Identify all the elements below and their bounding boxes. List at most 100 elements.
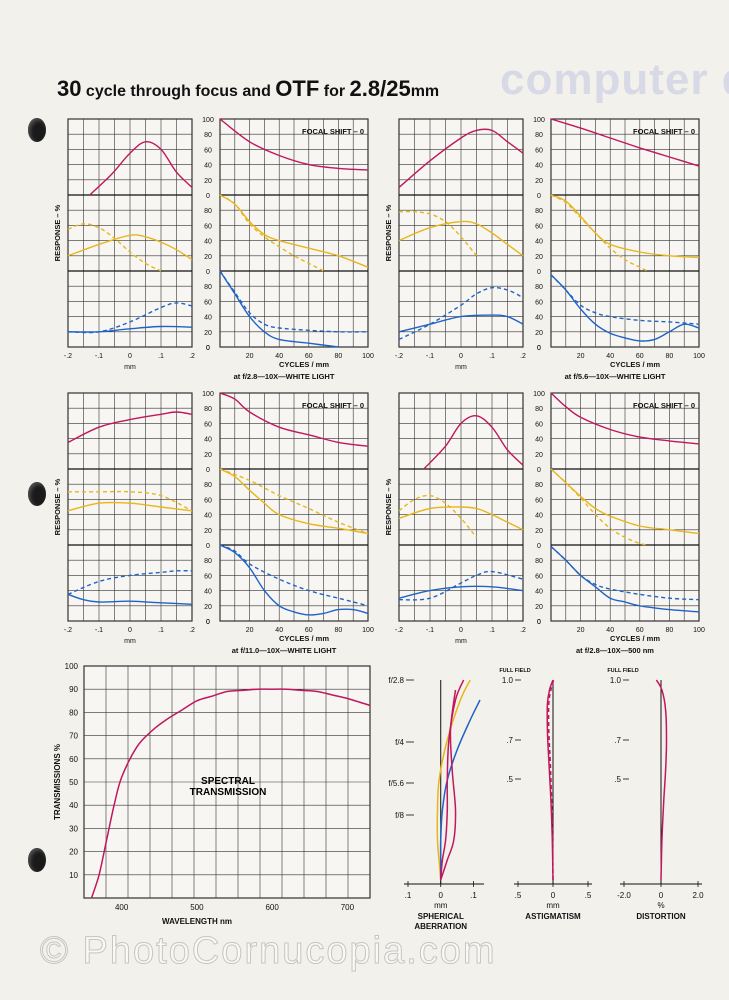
- otf3-freq-yellow-line: [219, 468, 369, 535]
- title-mm: mm: [410, 83, 440, 100]
- otf2-focus-blue-line: [398, 314, 524, 333]
- otf1-resp-tick-zero: 0: [206, 345, 210, 352]
- astigmatism-y-tick: .5: [506, 775, 513, 784]
- astigmatism-dashed-line: [547, 679, 555, 881]
- otf4-freq-tick: 60: [636, 627, 644, 634]
- otf4-caption: at f/2.8—10X—500 nm: [576, 646, 654, 655]
- spherical-x-tick: 0: [439, 891, 444, 900]
- otf3-resp-tick: 40: [204, 589, 212, 596]
- otf1-resp-tick: 40: [204, 315, 212, 322]
- otf1-freq-blue-line: [219, 270, 339, 348]
- otf4-resp-tick: 80: [535, 482, 543, 489]
- otf1-resp-tick: 40: [204, 239, 212, 246]
- otf3-focus-tick: 0: [128, 627, 132, 634]
- otf1-focus-tick: -.2: [64, 353, 72, 360]
- title-for: for: [319, 83, 350, 100]
- otf1-cycles-label: CYCLES / mm: [279, 360, 329, 369]
- otf1-resp-tick: 20: [204, 254, 212, 261]
- otf2-resp-tick: 60: [535, 223, 543, 230]
- astigmatism-y-tick: 1.0: [502, 676, 514, 685]
- otf4-resp-tick: 0: [537, 467, 541, 474]
- otf2-resp-tick: 60: [535, 147, 543, 154]
- otf2-resp-tick: 80: [535, 132, 543, 139]
- otf1-focus-tick: -.1: [95, 353, 103, 360]
- otf4-mm-label: mm: [455, 638, 467, 645]
- otf4-focus-tick: -.1: [426, 627, 434, 634]
- otf3-focus-grid: [67, 392, 193, 622]
- spherical-magenta-1-line: [439, 679, 465, 881]
- page-title: 30 cycle through focus and OTF for 2.8/2…: [57, 76, 439, 102]
- otf1-freq-tick: 100: [362, 353, 374, 360]
- otf3-focus-tick: -.1: [95, 627, 103, 634]
- otf4-focus-yellow-dashed-line: [398, 494, 478, 538]
- spectral-title: SPECTRAL TRANSMISSION: [190, 776, 267, 798]
- otf4-resp-tick: 60: [535, 421, 543, 428]
- spectral-y-tick: 100: [65, 662, 79, 671]
- otf1-freq-blue-dashed-line: [219, 270, 369, 333]
- otf1-response-label: RESPONSE – %: [53, 204, 62, 261]
- otf2-freq-grid: [550, 118, 700, 348]
- astigmatism-full-field-label: FULL FIELD: [499, 668, 530, 674]
- otf4-resp-tick: 20: [535, 604, 543, 611]
- otf2-focus-tick: -.2: [395, 353, 403, 360]
- otf1-resp-tick: 80: [204, 284, 212, 291]
- otf4-resp-tick: 40: [535, 513, 543, 520]
- spectral-y-tick: 50: [69, 778, 78, 787]
- spectral-x-label: WAVELENGTH nm: [162, 917, 232, 926]
- aperture-label: f/8: [395, 811, 404, 820]
- astigmatism-x-tick: .5: [515, 891, 522, 900]
- otf4-freq-blue-line: [550, 545, 700, 613]
- otf1-focal-shift-label: FOCAL SHIFT – 0: [302, 127, 364, 136]
- otf3-freq-tick: 100: [362, 627, 374, 634]
- otf2-mm-label: mm: [455, 364, 467, 371]
- otf4-focus-blue-line: [398, 585, 524, 599]
- otf1-resp-tick: 40: [204, 163, 212, 170]
- otf2-focus-tick: 0: [459, 353, 463, 360]
- otf2-freq-tick: 60: [636, 353, 644, 360]
- spectral-y-tick: 10: [69, 871, 78, 880]
- otf4-freq-magenta-line: [550, 392, 700, 445]
- otf4-resp-tick: 0: [537, 543, 541, 550]
- otf1-freq-tick: 20: [246, 353, 254, 360]
- otf1-resp-tick: 20: [204, 330, 212, 337]
- otf4-freq-blue-dashed-line: [550, 545, 700, 601]
- otf4-resp-tick: 80: [535, 558, 543, 565]
- otf3-caption: at f/11.0—10X—WHITE LIGHT: [232, 646, 337, 655]
- otf3-resp-tick: 60: [204, 497, 212, 504]
- distortion-x-tick: 0: [659, 891, 664, 900]
- distortion-y-tick: 1.0: [610, 676, 622, 685]
- otf2-caption: at f/5.6—10X—WHITE LIGHT: [565, 372, 666, 381]
- otf1-resp-tick: 20: [204, 178, 212, 185]
- spectral-y-label: TRANSMISSIONS %: [53, 744, 62, 820]
- otf2-response-label: RESPONSE – %: [384, 204, 393, 261]
- otf3-focus-yellow-line: [67, 501, 193, 512]
- spherical-x-label: mm: [434, 901, 448, 910]
- otf1-freq-tick: 60: [305, 353, 313, 360]
- otf4-freq-tick: 20: [577, 627, 585, 634]
- spectral-y-tick: 40: [69, 801, 78, 810]
- otf1-mm-label: mm: [124, 364, 136, 371]
- otf4-resp-tick: 20: [535, 528, 543, 535]
- otf3-resp-tick: 40: [204, 437, 212, 444]
- otf2-freq-blue-line: [550, 274, 700, 342]
- spectral-y-tick: 90: [69, 685, 78, 694]
- otf3-freq-tick: 60: [305, 627, 313, 634]
- otf3-response-label: RESPONSE – %: [53, 478, 62, 535]
- aperture-label: f/4: [395, 738, 404, 747]
- otf2-focus-yellow-line: [398, 220, 524, 257]
- title-lens: 2.8/25: [349, 76, 411, 101]
- binder-hole-middle: [28, 482, 46, 506]
- otf2-focus-tick: .2: [520, 353, 526, 360]
- otf4-freq-yellow-dashed-line: [550, 468, 648, 546]
- otf4-resp-tick: 20: [535, 452, 543, 459]
- otf1-freq-yellow-line: [219, 194, 369, 268]
- otf3-freq-yellow-dashed-line: [219, 468, 369, 535]
- title-otf: OTF: [275, 76, 320, 101]
- spectral-y-tick: 20: [69, 848, 78, 857]
- distortion-x-tick: -2.0: [617, 891, 631, 900]
- otf3-resp-tick: 40: [204, 513, 212, 520]
- otf4-focus-tick: .2: [520, 627, 526, 634]
- spherical-title-line-1: SPHERICAL: [418, 912, 464, 921]
- spectral-transmission-line: [90, 688, 371, 899]
- spectral-title-line: TRANSMISSION: [190, 787, 267, 798]
